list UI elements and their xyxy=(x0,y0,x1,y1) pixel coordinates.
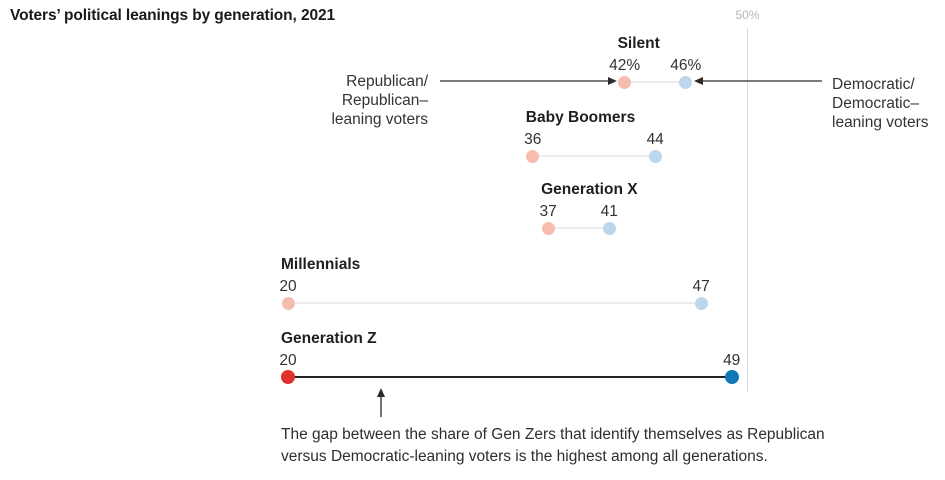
democratic-dot xyxy=(648,149,662,163)
democratic-legend-label: Democratic/ Democratic– leaning voters xyxy=(832,75,945,132)
democratic-value-label: 46% xyxy=(670,57,702,74)
democratic-dot xyxy=(694,296,708,310)
generation-label: Silent xyxy=(617,35,660,52)
legend-line: leaning voters xyxy=(832,114,929,131)
chart-annotation: The gap between the share of Gen Zers th… xyxy=(281,424,825,467)
republican-value-label: 42% xyxy=(609,57,641,74)
republican-dot xyxy=(281,370,295,384)
dumbbell-connector xyxy=(548,227,610,229)
legend-line: leaning voters xyxy=(331,111,428,128)
legend-line: Republican– xyxy=(341,92,428,109)
republican-dot xyxy=(618,75,632,89)
legend-line: Democratic/ xyxy=(832,76,915,93)
legend-line: Democratic– xyxy=(832,95,919,112)
republican-dot xyxy=(526,149,540,163)
democratic-value-label: 44 xyxy=(646,131,664,148)
chart-title: Voters’ political leanings by generation… xyxy=(10,7,336,24)
democratic-value-label: 41 xyxy=(600,203,618,220)
dumbbell-connector xyxy=(624,81,686,83)
republican-value-label: 37 xyxy=(539,203,557,220)
republican-legend-label: Republican/ Republican– leaning voters xyxy=(248,72,428,129)
republican-dot xyxy=(541,221,555,235)
annotation-line: The gap between the share of Gen Zers th… xyxy=(281,426,825,443)
generation-label: Baby Boomers xyxy=(525,109,636,126)
democratic-dot xyxy=(602,221,616,235)
democratic-value-label: 49 xyxy=(723,352,741,369)
axis-line-50pct xyxy=(747,28,748,392)
gen-z-gap-arrow xyxy=(377,388,385,417)
legend-line: Republican/ xyxy=(346,73,428,90)
democratic-arrow xyxy=(694,77,822,85)
dumbbell-connector xyxy=(288,302,702,304)
dumbbell-connector xyxy=(288,376,732,378)
dumbbell-connector xyxy=(532,155,656,157)
annotation-line: versus Democratic-leaning voters is the … xyxy=(281,447,768,465)
republican-value-label: 36 xyxy=(524,131,542,148)
generation-label: Generation Z xyxy=(281,330,377,347)
axis-label-50pct: 50% xyxy=(735,8,760,22)
republican-value-label: 20 xyxy=(279,278,297,295)
democratic-dot xyxy=(724,370,739,384)
republican-dot xyxy=(281,296,295,310)
generation-label: Millennials xyxy=(281,256,361,273)
republican-value-label: 20 xyxy=(279,352,297,369)
republican-arrow xyxy=(440,77,617,85)
generation-label: Generation X xyxy=(541,181,638,198)
democratic-value-label: 47 xyxy=(692,278,710,295)
democratic-dot xyxy=(679,75,693,89)
